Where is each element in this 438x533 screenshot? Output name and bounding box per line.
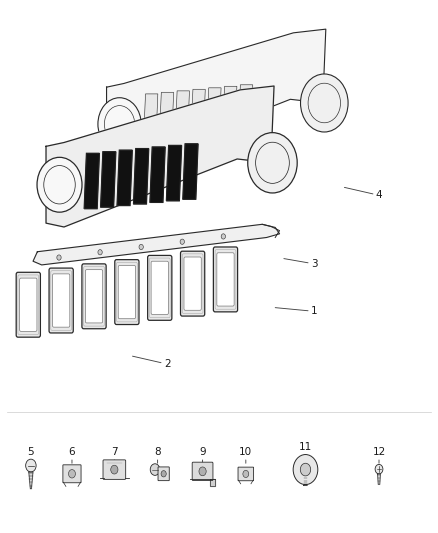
Circle shape	[199, 467, 206, 476]
FancyBboxPatch shape	[217, 253, 234, 306]
FancyBboxPatch shape	[49, 268, 73, 333]
Circle shape	[375, 464, 383, 474]
Polygon shape	[191, 90, 205, 142]
Polygon shape	[150, 147, 165, 203]
Circle shape	[68, 470, 75, 478]
FancyBboxPatch shape	[115, 260, 139, 325]
Circle shape	[300, 74, 348, 132]
Text: 8: 8	[154, 447, 161, 463]
Text: 7: 7	[111, 447, 118, 463]
Polygon shape	[33, 224, 279, 265]
Polygon shape	[29, 472, 33, 489]
FancyBboxPatch shape	[148, 255, 172, 320]
FancyBboxPatch shape	[238, 467, 254, 481]
Polygon shape	[210, 480, 215, 487]
FancyBboxPatch shape	[192, 462, 213, 481]
Text: 9: 9	[199, 447, 206, 463]
Polygon shape	[134, 149, 148, 204]
Polygon shape	[166, 146, 181, 201]
Text: 11: 11	[299, 442, 312, 466]
Circle shape	[248, 133, 297, 193]
Circle shape	[111, 465, 118, 474]
FancyBboxPatch shape	[16, 272, 40, 337]
Text: 2: 2	[133, 356, 170, 369]
FancyBboxPatch shape	[180, 251, 205, 316]
Text: 12: 12	[372, 447, 385, 463]
Polygon shape	[183, 144, 198, 199]
Polygon shape	[84, 154, 99, 208]
Circle shape	[98, 98, 141, 150]
Circle shape	[180, 239, 184, 244]
FancyBboxPatch shape	[53, 274, 70, 327]
Polygon shape	[117, 150, 132, 206]
Circle shape	[98, 249, 102, 255]
Text: 1: 1	[275, 306, 318, 316]
FancyBboxPatch shape	[20, 278, 37, 332]
FancyBboxPatch shape	[151, 261, 168, 314]
FancyBboxPatch shape	[103, 460, 126, 479]
Circle shape	[57, 255, 61, 260]
Text: 10: 10	[239, 447, 252, 463]
FancyBboxPatch shape	[118, 265, 135, 319]
Polygon shape	[304, 484, 307, 486]
Polygon shape	[223, 86, 237, 140]
Polygon shape	[159, 92, 173, 146]
Circle shape	[37, 157, 82, 212]
FancyBboxPatch shape	[82, 264, 106, 329]
Polygon shape	[175, 91, 190, 144]
Text: 6: 6	[69, 447, 75, 463]
Circle shape	[150, 464, 160, 475]
Polygon shape	[378, 474, 381, 484]
Circle shape	[139, 244, 143, 249]
FancyBboxPatch shape	[85, 270, 102, 323]
Text: 3: 3	[284, 259, 318, 269]
Circle shape	[221, 234, 226, 239]
Circle shape	[300, 463, 311, 476]
Circle shape	[293, 455, 318, 484]
Polygon shape	[101, 152, 116, 207]
Circle shape	[243, 470, 249, 478]
Polygon shape	[207, 88, 221, 141]
Polygon shape	[143, 94, 158, 147]
Text: 4: 4	[344, 188, 382, 200]
Circle shape	[26, 459, 36, 472]
FancyBboxPatch shape	[158, 467, 169, 481]
FancyBboxPatch shape	[63, 465, 81, 483]
Polygon shape	[238, 85, 253, 138]
Text: 5: 5	[28, 447, 34, 463]
FancyBboxPatch shape	[184, 257, 201, 310]
Circle shape	[161, 471, 166, 477]
Polygon shape	[106, 29, 326, 165]
Polygon shape	[46, 86, 274, 227]
FancyBboxPatch shape	[213, 247, 237, 312]
